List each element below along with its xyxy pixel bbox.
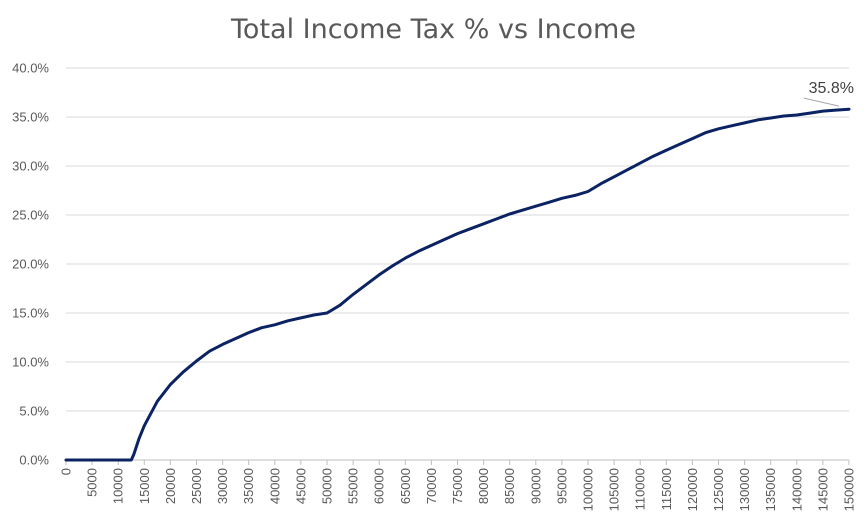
x-tick-label: 0: [59, 468, 74, 475]
x-tick-label: 10000: [111, 468, 126, 504]
annotations: 35.8%: [803, 80, 854, 107]
y-tick-label: 10.0%: [12, 355, 49, 370]
x-tick-label: 135000: [763, 468, 778, 511]
x-tick-label: 145000: [815, 468, 830, 511]
x-tick-label: 35000: [241, 468, 256, 504]
x-tick-label: 40000: [267, 468, 282, 504]
x-tick-label: 90000: [528, 468, 543, 504]
x-tick-label: 140000: [789, 468, 804, 511]
x-tick-label: 70000: [424, 468, 439, 504]
y-tick-label: 30.0%: [12, 159, 49, 174]
series-group: [64, 107, 851, 462]
y-tick-label: 25.0%: [12, 208, 49, 223]
chart-title: Total Income Tax % vs Income: [231, 14, 636, 45]
y-tick-label: 15.0%: [12, 306, 49, 321]
x-tick-label: 75000: [450, 468, 465, 504]
x-tick-label: 60000: [372, 468, 387, 504]
y-tick-label: 40.0%: [12, 61, 49, 76]
series-line: [64, 107, 851, 462]
x-tick-label: 120000: [685, 468, 700, 511]
x-tick-label: 150000: [842, 468, 857, 511]
x-tick-label: 80000: [476, 468, 491, 504]
x-tick-label: 125000: [711, 468, 726, 511]
x-tick-label: 55000: [346, 468, 361, 504]
x-tick-label: 20000: [163, 468, 178, 504]
x-tick-label: 25000: [189, 468, 204, 504]
x-tick-label: 110000: [633, 468, 648, 510]
x-tick-label: 30000: [215, 468, 230, 504]
gridlines: [66, 67, 849, 412]
x-tick-label: 105000: [607, 468, 622, 511]
x-tick-label: 100000: [581, 468, 596, 511]
y-axis-ticks: 0.0% 5.0% 10.0% 15.0% 20.0% 25.0% 30.0% 35.0% 40…: [12, 61, 49, 468]
x-tick-label: 5000: [85, 468, 100, 497]
data-label: 35.8%: [809, 80, 854, 97]
y-tick-label: 5.0%: [19, 404, 49, 419]
x-tick-label: 130000: [737, 468, 752, 511]
y-tick-label: 0.0%: [19, 453, 49, 468]
data-label-leader: [803, 97, 840, 107]
x-tick-label: 115000: [659, 468, 674, 510]
x-tick-label: 45000: [293, 468, 308, 504]
x-tick-label: 65000: [398, 468, 413, 504]
y-tick-label: 35.0%: [12, 110, 49, 125]
y-tick-label: 20.0%: [12, 257, 49, 272]
x-tick-label: 15000: [137, 468, 152, 504]
x-tick-label: 95000: [554, 468, 569, 504]
x-tick-label: 85000: [502, 468, 517, 504]
x-tick-label: 50000: [320, 468, 335, 504]
x-axis-ticks: 0 5000 10000 15000 20000 25000 30000 35000 40000…: [59, 460, 857, 511]
